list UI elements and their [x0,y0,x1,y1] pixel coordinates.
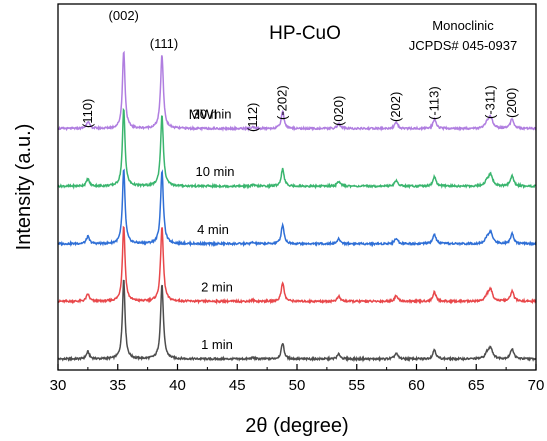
y-axis-label: Intensity (a.u.) [13,124,35,251]
peak-label: (020) [331,96,346,126]
series-line-30-min [57,50,537,132]
series-label: 30 min [192,107,231,122]
x-tick-label: 60 [408,377,425,394]
peak-label: (200) [504,88,519,118]
peak-label: (110) [80,99,95,128]
peak-label: (-113) [426,86,441,120]
peak-label: (002) [109,8,139,23]
series-label: 4 min [197,222,229,237]
x-tick-label: 35 [109,377,126,394]
x-axis-ticks: 30 35 40 45 50 55 60 65 70 [50,364,545,394]
x-tick-label: 55 [348,377,365,394]
x-tick-label: 30 [50,377,67,394]
series-line-10-min [57,107,537,190]
series-line-4-min [57,168,537,248]
x-tick-label: 40 [169,377,186,394]
x-tick-label: 45 [229,377,246,394]
series-label: 10 min [195,164,234,179]
chart-title: HP-CuO [269,23,341,44]
peak-label: (-311) [483,85,498,119]
phase-note-line-2: JCPDS# 045-0937 [409,38,517,53]
x-axis-label: 2θ (degree) [245,415,348,437]
series-line-2-min [57,225,537,305]
series-label: 2 min [201,279,233,294]
series-labels: 1 min 2 min 4 min 10 min 30 min [192,107,234,352]
peak-label: (202) [388,92,403,122]
legend-title: MWI [189,106,218,122]
series-line-1-min [57,279,537,363]
peak-label: (-202) [275,85,290,120]
series-layer [57,50,537,363]
x-tick-label: 50 [289,377,306,394]
peak-labels: (110) (002) (111) (112) (-202) (020) (202) (-11… [80,8,519,132]
peak-label: (112) [245,103,260,132]
x-tick-label: 70 [528,377,545,394]
series-label: 1 min [201,337,233,352]
peak-label: (111) [150,36,178,51]
phase-note-line-1: Monoclinic [432,18,494,33]
x-tick-label: 65 [468,377,485,394]
